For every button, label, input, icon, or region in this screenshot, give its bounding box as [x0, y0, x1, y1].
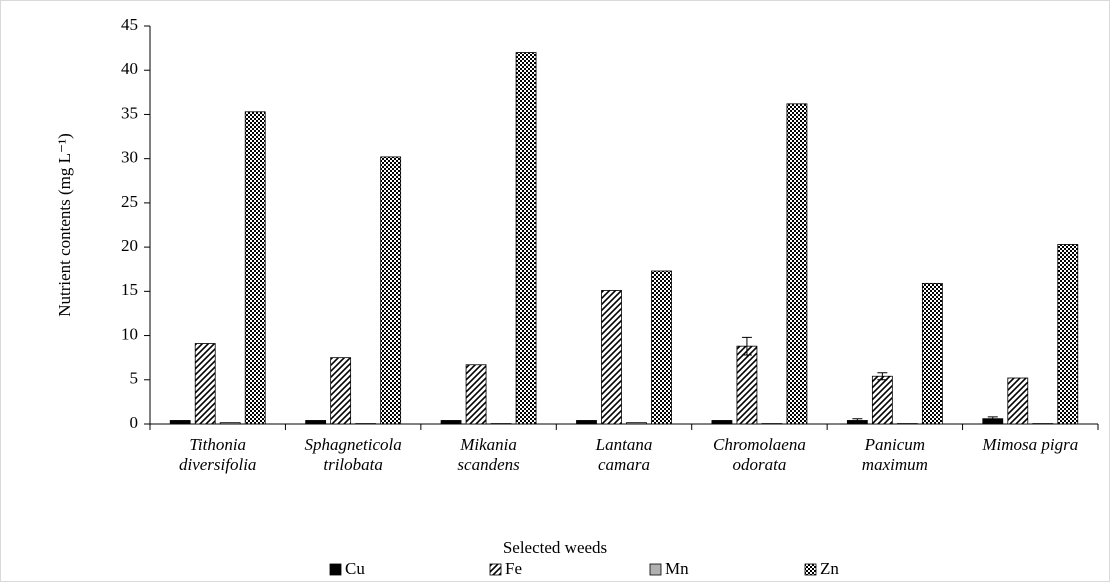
bar: [515, 52, 537, 425]
bar: [440, 420, 462, 425]
x-tick-label: camara: [598, 455, 650, 474]
x-tick-label: Mimosa pigra: [981, 435, 1078, 454]
y-tick-label: 40: [121, 59, 138, 78]
y-tick-label: 10: [121, 324, 138, 343]
bar: [330, 357, 352, 425]
bar: [305, 420, 327, 425]
legend-label: Zn: [820, 559, 839, 578]
bar: [921, 282, 943, 425]
bar: [651, 270, 672, 425]
y-tick-label: 0: [130, 413, 139, 432]
error-bar: [852, 418, 863, 423]
bar: [711, 420, 733, 425]
bar: [1057, 244, 1079, 425]
bar: [1007, 377, 1029, 425]
bar: [736, 345, 758, 425]
bar: [601, 290, 622, 425]
x-tick-label: Sphagneticola: [305, 435, 402, 454]
x-tick-label: Lantana: [595, 435, 653, 454]
bar: [576, 420, 597, 425]
bar: [219, 422, 241, 425]
x-tick-label: Chromolaena: [713, 435, 806, 454]
bar: [244, 111, 266, 425]
y-tick-label: 35: [121, 103, 138, 122]
x-tick-label: Mikania: [459, 435, 517, 454]
y-tick-label: 25: [121, 192, 138, 211]
legend-swatch: [489, 563, 502, 576]
bar: [194, 343, 216, 425]
bar: [786, 103, 808, 425]
error-bar: [877, 372, 888, 381]
x-tick-label: Panicum: [864, 435, 925, 454]
x-axis-label: Selected weeds: [503, 538, 607, 557]
x-tick-label: trilobata: [323, 455, 383, 474]
y-tick-label: 15: [121, 280, 138, 299]
error-bar: [741, 336, 752, 356]
y-axis-label: Nutrient contents (mg L⁻¹): [55, 133, 74, 317]
bar: [465, 364, 487, 425]
x-tick-label: odorata: [733, 455, 787, 474]
y-tick-label: 5: [130, 369, 139, 388]
legend-swatch: [649, 563, 662, 576]
bar: [626, 422, 647, 425]
legend-label: Fe: [505, 559, 522, 578]
bar: [871, 375, 893, 425]
legend-swatch: [804, 563, 817, 576]
legend-label: Cu: [345, 559, 365, 578]
y-tick-label: 45: [121, 15, 138, 34]
x-tick-label: Tithonia: [189, 435, 246, 454]
legend-swatch: [329, 563, 342, 576]
bar: [169, 420, 191, 425]
x-tick-label: maximum: [862, 455, 928, 474]
bar: [380, 156, 402, 425]
x-tick-label: scandens: [457, 455, 520, 474]
y-tick-label: 20: [121, 236, 138, 255]
x-tick-label: diversifolia: [179, 455, 256, 474]
legend-label: Mn: [665, 559, 689, 578]
error-bar: [987, 416, 998, 421]
y-tick-label: 30: [121, 148, 138, 167]
